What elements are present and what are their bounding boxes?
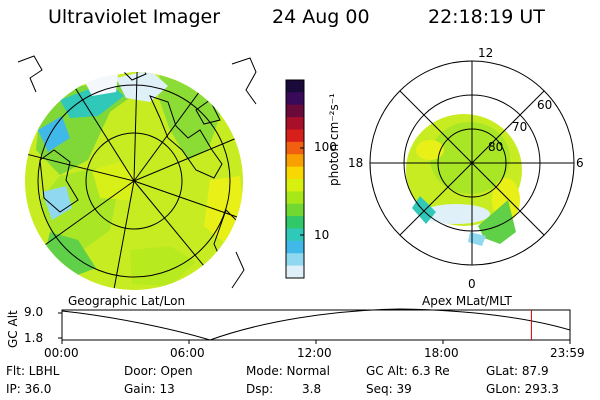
- colorbar-tick-100: 100: [314, 140, 337, 154]
- colorbar-segment: [286, 141, 304, 155]
- mlt-18-label: 18: [348, 156, 364, 170]
- seq-info: Seq: 39: [366, 382, 412, 396]
- colorbar: [286, 80, 304, 279]
- colorbar-segment: [286, 265, 304, 279]
- mode-info: Mode: Normal: [246, 364, 330, 378]
- mlat-60-label: 60: [537, 98, 553, 112]
- timeline-xtick: 23:59: [550, 346, 585, 360]
- mlt-6-label: 6: [576, 156, 584, 170]
- date-label: 24 Aug 00: [272, 6, 370, 28]
- gain-info: Gain: 13: [124, 382, 175, 396]
- timeline-ytick-max: 9.0: [24, 305, 44, 319]
- dsp-value: 3.8: [302, 382, 322, 396]
- colorbar-segment: [286, 253, 304, 267]
- altitude-curve: [61, 308, 571, 341]
- colorbar-segment: [286, 80, 304, 93]
- dsp-info: Dsp:: [246, 382, 274, 396]
- colorbar-unit-label: photon cm⁻²s⁻¹: [327, 93, 341, 186]
- instrument-title: Ultraviolet Imager: [48, 6, 221, 28]
- colorbar-segment: [286, 92, 304, 106]
- door-info: Door: Open: [124, 364, 193, 378]
- altitude-timeline: [58, 308, 571, 344]
- mlat-70-label: 70: [512, 120, 528, 134]
- timeline-xtick: 18:00: [424, 346, 459, 360]
- colorbar-segment: [286, 179, 304, 192]
- colorbar-segment: [286, 117, 304, 131]
- colorbar-segment: [286, 104, 304, 118]
- apex-panel-label: Apex MLat/MLT: [422, 294, 512, 308]
- colorbar-segment: [286, 240, 304, 254]
- mlt-12-label: 12: [478, 46, 494, 60]
- glat-info: GLat: 87.9: [486, 364, 549, 378]
- geographic-panel-label: Geographic Lat/Lon: [68, 294, 186, 308]
- timeline-ytick-min: 1.8: [24, 331, 44, 345]
- colorbar-segment: [286, 166, 304, 180]
- colorbar-segment: [286, 203, 304, 217]
- geographic-image: [17, 55, 257, 290]
- timeline-xtick: 12:00: [297, 346, 332, 360]
- ip-info: IP: 36.0: [6, 382, 52, 396]
- colorbar-segment: [286, 228, 304, 242]
- colorbar-segment: [286, 191, 304, 205]
- glon-info: GLon: 293.3: [486, 382, 559, 396]
- timeline-xtick: 06:00: [170, 346, 205, 360]
- gcalt-info: GC Alt: 6.3 Re: [366, 364, 450, 378]
- mlt-0-label: 0: [468, 277, 476, 291]
- colorbar-tick-10: 10: [314, 228, 330, 242]
- filter-info: Flt: LBHL: [6, 364, 60, 378]
- magnetic-polar-plot: [369, 60, 575, 266]
- colorbar-segment: [286, 154, 304, 168]
- time-label: 22:18:19 UT: [428, 6, 545, 28]
- colorbar-segment: [286, 216, 304, 230]
- colorbar-segment: [286, 129, 304, 143]
- timeline-xtick: 00:00: [44, 346, 79, 360]
- mlat-80-label: 80: [488, 140, 504, 154]
